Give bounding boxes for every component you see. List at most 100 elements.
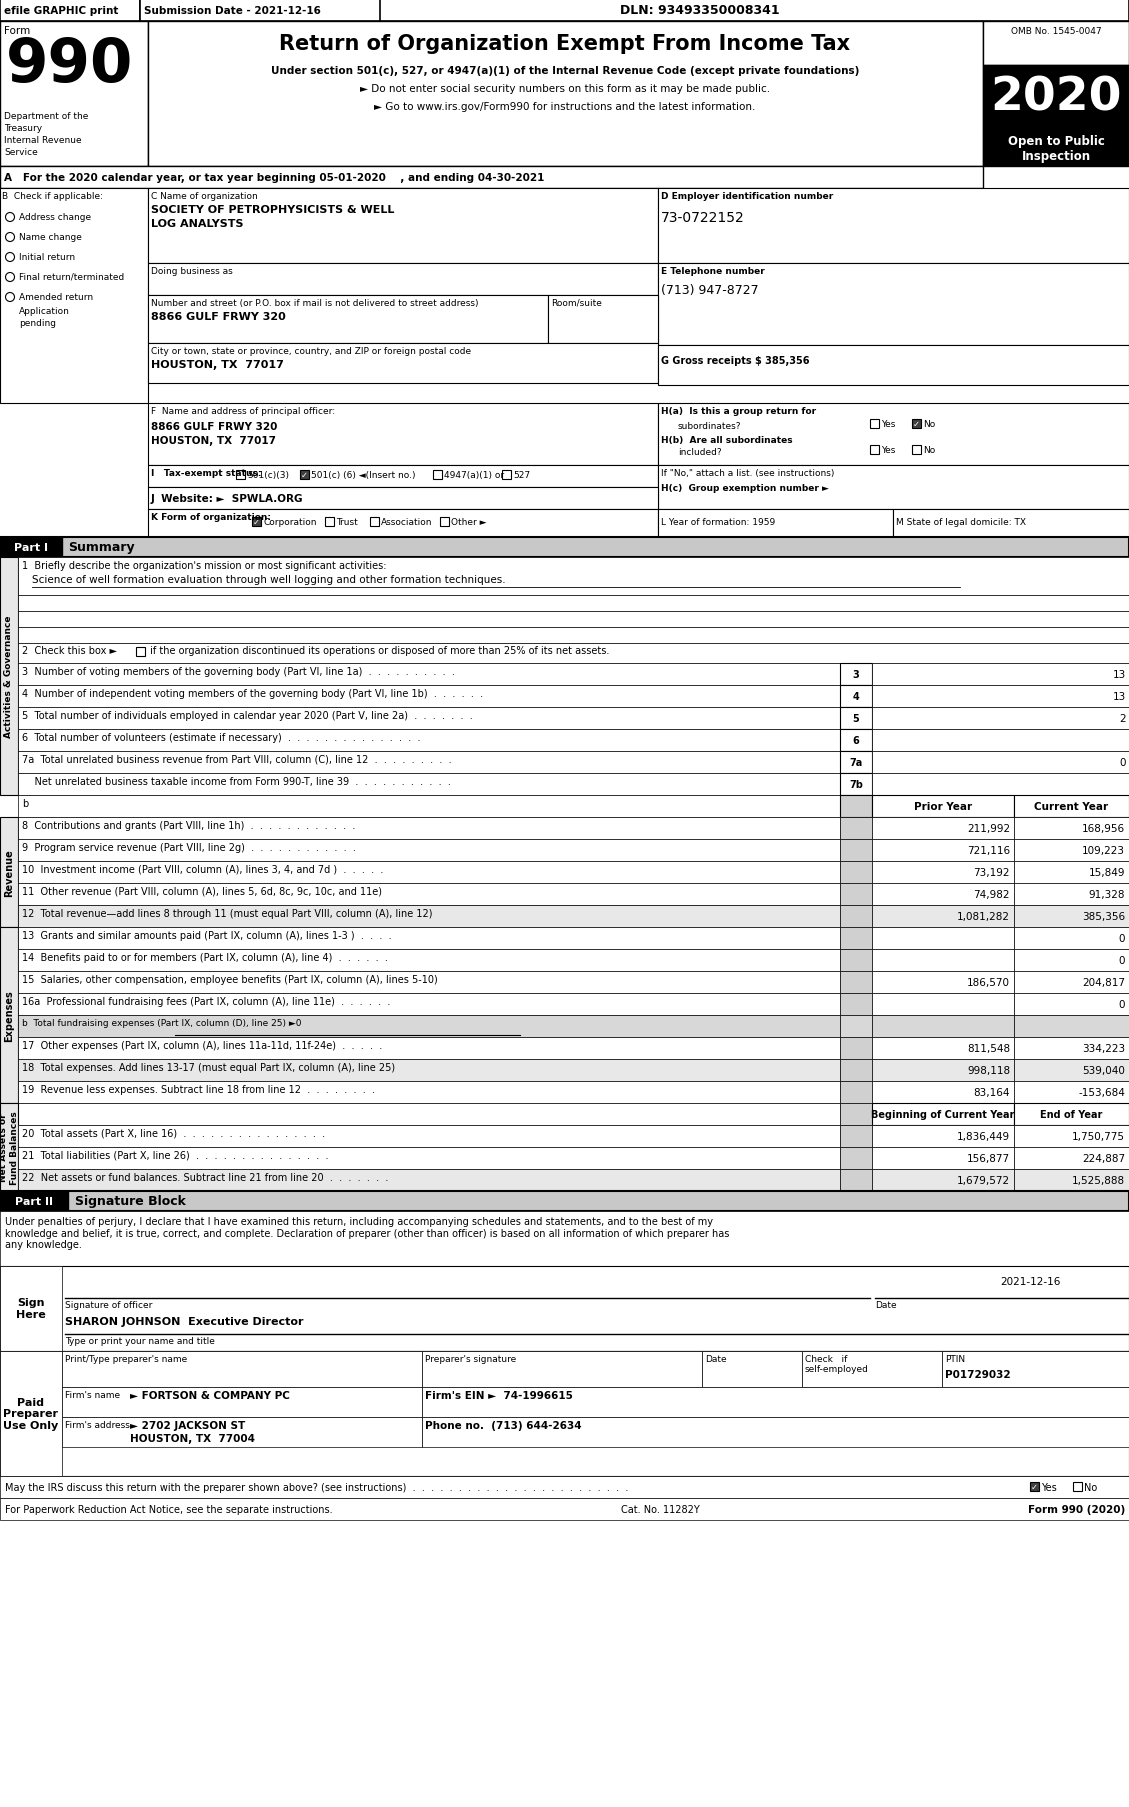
Bar (840, 840, 872, 862)
Bar (840, 1059, 872, 1081)
Text: -153,684: -153,684 (1078, 1088, 1124, 1097)
Bar (0, 538, 1129, 558)
Text: OMB No. 1545-0047: OMB No. 1545-0047 (1010, 27, 1101, 36)
Bar (0, 538, 62, 558)
Bar (872, 773, 1129, 795)
Bar (658, 190, 1129, 264)
Text: Beginning of Current Year: Beginning of Current Year (872, 1109, 1015, 1119)
Bar (872, 1126, 1014, 1147)
Text: No: No (924, 419, 935, 428)
Text: Check   if
self-employed: Check if self-employed (805, 1353, 869, 1373)
Bar (802, 1352, 942, 1388)
Text: HOUSTON, TX  77017: HOUSTON, TX 77017 (151, 435, 275, 446)
Bar (148, 510, 658, 538)
Text: Net unrelated business taxable income from Form 990-T, line 39  .  .  .  .  .  .: Net unrelated business taxable income fr… (21, 777, 450, 786)
Bar (872, 1059, 1014, 1081)
Bar (148, 488, 658, 510)
Text: 334,223: 334,223 (1082, 1043, 1124, 1053)
Text: DLN: 93493350008341: DLN: 93493350008341 (620, 4, 780, 18)
Text: 8866 GULF FRWY 320: 8866 GULF FRWY 320 (151, 421, 278, 432)
Bar (872, 994, 1014, 1016)
Bar (840, 1037, 872, 1059)
Bar (840, 773, 872, 795)
Text: Initial return: Initial return (19, 253, 76, 262)
Text: Doing business as: Doing business as (151, 267, 233, 276)
Text: E Telephone number: E Telephone number (660, 267, 764, 276)
Text: 15  Salaries, other compensation, employee benefits (Part IX, column (A), lines : 15 Salaries, other compensation, employe… (21, 974, 438, 985)
Bar (840, 1016, 872, 1037)
Bar (548, 296, 658, 343)
Text: 998,118: 998,118 (966, 1066, 1010, 1075)
Text: HOUSTON, TX  77017: HOUSTON, TX 77017 (151, 360, 283, 370)
Bar (18, 663, 840, 685)
Text: H(c)  Group exemption number ►: H(c) Group exemption number ► (660, 484, 829, 493)
Text: PTIN: PTIN (945, 1353, 965, 1362)
Bar (912, 419, 921, 428)
Text: 6  Total number of volunteers (estimate if necessary)  .  .  .  .  .  .  .  .  .: 6 Total number of volunteers (estimate i… (21, 732, 420, 743)
Text: Return of Organization Exempt From Income Tax: Return of Organization Exempt From Incom… (280, 34, 850, 54)
Bar (18, 1147, 840, 1169)
Text: Science of well formation evaluation through well logging and other formation te: Science of well formation evaluation thr… (32, 575, 506, 585)
Bar (840, 730, 872, 752)
Text: Open to Public
Inspection: Open to Public Inspection (1007, 136, 1104, 163)
Text: ✓: ✓ (913, 419, 920, 428)
Bar (658, 264, 1129, 345)
Text: 156,877: 156,877 (966, 1153, 1010, 1164)
Text: 7b: 7b (849, 779, 863, 790)
Text: Department of the: Department of the (5, 112, 88, 121)
Bar (893, 510, 1129, 538)
Text: City or town, state or province, country, and ZIP or foreign postal code: City or town, state or province, country… (151, 347, 471, 356)
Text: Yes: Yes (881, 446, 895, 455)
Text: Address change: Address change (19, 213, 91, 222)
Bar (502, 472, 511, 479)
Bar (135, 647, 145, 656)
Bar (62, 1388, 422, 1417)
Bar (140, 0, 380, 22)
Bar (872, 884, 1014, 905)
Text: 501(c) (6) ◄(Insert no.): 501(c) (6) ◄(Insert no.) (310, 472, 415, 479)
Text: Final return/terminated: Final return/terminated (19, 273, 124, 282)
Text: HOUSTON, TX  77004: HOUSTON, TX 77004 (130, 1433, 255, 1444)
Bar (0, 1267, 1129, 1352)
Bar (1014, 1147, 1129, 1169)
Text: 7a: 7a (849, 757, 863, 768)
Bar (872, 795, 1014, 817)
Text: 7a  Total unrelated business revenue from Part VIII, column (C), line 12  .  .  : 7a Total unrelated business revenue from… (21, 755, 452, 764)
Bar (870, 446, 879, 455)
Bar (840, 927, 872, 949)
Text: Other ►: Other ► (450, 519, 487, 526)
Text: Signature Block: Signature Block (75, 1194, 186, 1207)
Bar (1014, 1169, 1129, 1191)
Bar (870, 419, 879, 428)
Text: Summary: Summary (68, 542, 134, 555)
Bar (18, 1037, 840, 1059)
Bar (18, 643, 1129, 663)
Bar (18, 730, 840, 752)
Bar (840, 1081, 872, 1104)
Bar (840, 685, 872, 708)
Bar (0, 166, 983, 190)
Text: 168,956: 168,956 (1082, 824, 1124, 833)
Text: Form 990 (2020): Form 990 (2020) (1027, 1503, 1124, 1514)
Text: H(b)  Are all subordinates: H(b) Are all subordinates (660, 435, 793, 445)
Text: Firm's EIN ►  74-1996615: Firm's EIN ► 74-1996615 (425, 1390, 572, 1400)
Bar (18, 949, 840, 972)
Bar (840, 994, 872, 1016)
Text: 4: 4 (852, 692, 859, 701)
Text: ✓: ✓ (301, 472, 308, 479)
Bar (1014, 949, 1129, 972)
Text: Name change: Name change (19, 233, 82, 242)
Text: Yes: Yes (1041, 1482, 1057, 1493)
Text: 186,570: 186,570 (968, 978, 1010, 987)
Text: subordinates?: subordinates? (679, 421, 742, 430)
Text: No: No (924, 446, 935, 455)
Bar (148, 343, 658, 383)
Text: 5  Total number of individuals employed in calendar year 2020 (Part V, line 2a) : 5 Total number of individuals employed i… (21, 710, 473, 721)
Bar (840, 972, 872, 994)
Text: 16a  Professional fundraising fees (Part IX, column (A), line 11e)  .  .  .  .  : 16a Professional fundraising fees (Part … (21, 996, 391, 1006)
Bar (148, 296, 548, 343)
Bar (1014, 1037, 1129, 1059)
Text: If "No," attach a list. (see instructions): If "No," attach a list. (see instruction… (660, 468, 834, 477)
Bar (18, 596, 1129, 611)
Text: K Form of organization:: K Form of organization: (151, 513, 271, 522)
